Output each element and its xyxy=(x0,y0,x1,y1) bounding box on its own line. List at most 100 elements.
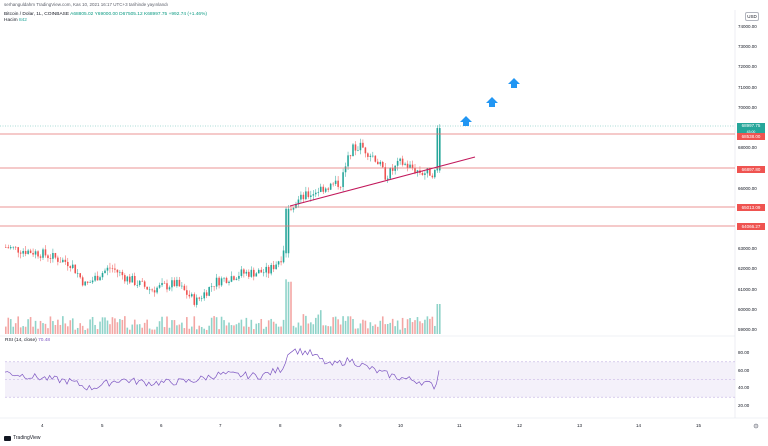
volume-bar xyxy=(7,317,10,334)
volume-bar xyxy=(277,326,280,334)
volume-bar xyxy=(344,320,347,334)
volume-label[interactable]: Hacim xyxy=(4,18,18,23)
candle-body xyxy=(69,266,72,268)
candle-body xyxy=(208,287,210,296)
candle-body xyxy=(198,297,201,299)
candle-body xyxy=(57,257,59,262)
candle-body xyxy=(434,169,436,178)
volume-bar xyxy=(272,321,275,334)
volume-bar xyxy=(394,326,396,334)
candle-body xyxy=(225,277,228,283)
candle-body xyxy=(181,285,183,287)
volume-bar xyxy=(9,319,12,334)
candle-body xyxy=(173,280,176,287)
candle-body xyxy=(109,267,111,269)
candle-body xyxy=(84,281,86,286)
candle-body xyxy=(166,283,168,290)
volume-bar xyxy=(19,327,22,334)
candle-body xyxy=(42,249,44,258)
candle-body xyxy=(27,250,29,254)
candle-body xyxy=(367,153,369,157)
candle-body xyxy=(49,258,52,259)
candle-body xyxy=(96,275,99,281)
candle-body xyxy=(257,269,260,274)
candle-body xyxy=(369,155,372,157)
volume-bar xyxy=(52,321,54,334)
candle-body xyxy=(322,186,325,192)
volume-bar xyxy=(220,316,223,334)
candle-body xyxy=(14,246,17,248)
price-axis-label: 66000.00 xyxy=(738,185,757,191)
candle-body xyxy=(183,285,186,291)
volume-bar xyxy=(334,316,337,334)
volume-bar xyxy=(119,319,121,334)
time-axis-label: 12 xyxy=(517,423,523,428)
volume-bar xyxy=(342,316,344,334)
candle-body xyxy=(265,266,267,273)
candle-body xyxy=(91,280,94,283)
volume-bar xyxy=(158,321,161,334)
candle-body xyxy=(81,277,84,286)
time-axis-label: 4 xyxy=(41,423,44,428)
candle-body xyxy=(329,183,332,190)
volume-bar xyxy=(436,304,439,334)
volume-bar xyxy=(96,329,99,334)
volume-bar xyxy=(426,316,429,334)
volume-bar xyxy=(176,325,178,334)
candle-body xyxy=(414,168,416,173)
volume-bar xyxy=(213,316,215,334)
symbol-name[interactable]: Bitcoin / Dolar, 1L, COINBASE xyxy=(4,12,70,17)
rsi-label[interactable]: RSI (14, close) xyxy=(5,338,37,343)
candle-body xyxy=(146,286,148,290)
volume-bar xyxy=(235,324,238,334)
time-axis-label: 11 xyxy=(457,423,462,428)
volume-bar xyxy=(364,320,367,334)
volume-bar xyxy=(208,325,210,334)
gear-icon[interactable] xyxy=(753,423,759,429)
candle-body xyxy=(89,282,91,283)
candle-body xyxy=(421,172,424,175)
volume-bar xyxy=(156,326,158,334)
volume-bar xyxy=(416,317,419,334)
candle-body xyxy=(218,277,220,286)
candle-body xyxy=(186,290,188,295)
candle-body xyxy=(248,271,250,277)
up-arrow-icon xyxy=(508,78,520,88)
candle-body xyxy=(210,286,213,288)
volume-bar xyxy=(42,323,44,334)
support1-price-tag: 66897.80 xyxy=(737,166,765,173)
candle-body xyxy=(52,253,54,259)
support3-price-tag: 64066.27 xyxy=(737,223,765,230)
volume-bar xyxy=(374,324,377,334)
candle-body xyxy=(260,269,263,273)
candle-body xyxy=(104,270,106,274)
volume-bar xyxy=(396,320,399,334)
volume-bar xyxy=(381,316,384,334)
volume-bar xyxy=(138,324,141,334)
volume-bar xyxy=(317,314,320,334)
candle-body xyxy=(188,294,191,297)
volume-bar xyxy=(178,324,181,334)
volume-bar xyxy=(367,328,369,334)
candle-body xyxy=(416,170,419,173)
candle-body xyxy=(381,161,384,168)
volume-bar xyxy=(377,326,379,334)
volume-bar xyxy=(188,328,191,334)
candle-body xyxy=(19,252,22,254)
volume-bar xyxy=(67,326,69,334)
footer-brand[interactable]: TradingView xyxy=(4,435,41,441)
candle-body xyxy=(295,204,297,209)
candle-body xyxy=(439,128,441,171)
volume-bar xyxy=(121,319,124,334)
candle-body xyxy=(310,195,312,197)
candle-body xyxy=(359,142,362,151)
candle-body xyxy=(354,144,357,151)
volume-bar xyxy=(411,322,414,334)
currency-button[interactable]: USD xyxy=(745,12,759,21)
candle-body xyxy=(243,269,245,274)
volume-bar xyxy=(106,320,109,334)
volume-bar xyxy=(91,316,94,334)
volume-bar xyxy=(54,324,57,334)
volume-bar xyxy=(111,317,114,334)
